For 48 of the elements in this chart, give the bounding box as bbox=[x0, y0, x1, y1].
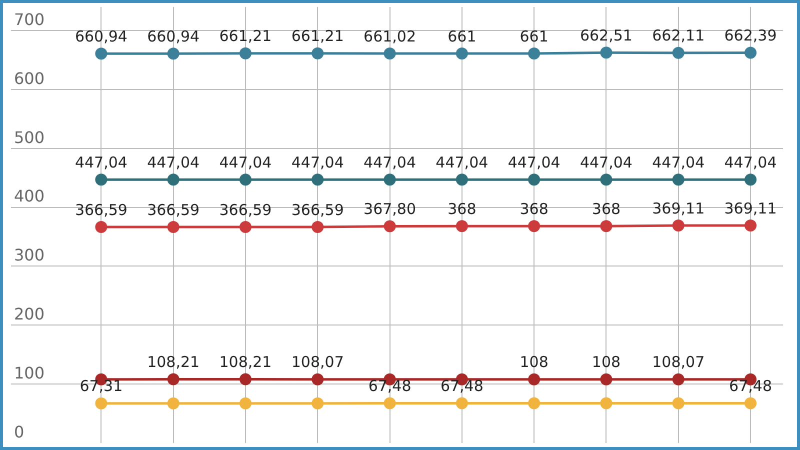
data-label: 366,59 bbox=[147, 200, 200, 219]
data-label: 108,21 bbox=[219, 352, 272, 371]
data-label: 108,21 bbox=[147, 352, 200, 371]
data-label: 447,04 bbox=[652, 153, 705, 172]
data-label: 661 bbox=[520, 27, 548, 46]
data-label: 366,59 bbox=[74, 200, 128, 219]
data-label: 661 bbox=[448, 27, 476, 46]
data-label: 67,48 bbox=[368, 376, 412, 395]
data-label: 447,04 bbox=[580, 153, 632, 172]
data-label: 447,04 bbox=[436, 153, 488, 172]
data-label: 366,59 bbox=[219, 200, 272, 219]
data-label: 447,04 bbox=[724, 153, 777, 172]
y-tick-label: 300 bbox=[14, 246, 45, 265]
data-label: 662,51 bbox=[580, 26, 632, 44]
y-tick-label: 700 bbox=[14, 10, 45, 29]
data-label: 661,21 bbox=[291, 27, 344, 46]
data-label: 447,04 bbox=[147, 153, 200, 172]
y-tick-label: 0 bbox=[14, 422, 24, 442]
data-label: 366,59 bbox=[291, 200, 344, 219]
data-label: 447,04 bbox=[508, 153, 560, 172]
data-label: 108,07 bbox=[652, 353, 705, 372]
data-label: 662,39 bbox=[724, 26, 777, 44]
data-label: 108,07 bbox=[291, 353, 344, 372]
data-label: 108 bbox=[592, 353, 621, 372]
data-label: 447,04 bbox=[219, 153, 272, 172]
y-tick-label: 600 bbox=[14, 68, 45, 88]
data-label: 447,04 bbox=[364, 153, 416, 172]
data-label: 369,11 bbox=[724, 199, 777, 218]
data-label: 108 bbox=[520, 353, 548, 372]
data-label: 67,48 bbox=[729, 376, 772, 395]
data-label: 660,94 bbox=[74, 27, 128, 46]
data-label: 368 bbox=[448, 200, 476, 218]
y-tick-label: 400 bbox=[14, 186, 45, 206]
data-label: 447,04 bbox=[74, 153, 128, 172]
data-label: 661,02 bbox=[364, 27, 416, 46]
data-label: 67,31 bbox=[80, 377, 123, 396]
data-label: 447,04 bbox=[291, 153, 344, 172]
y-tick-label: 100 bbox=[14, 363, 45, 382]
data-label: 367,80 bbox=[364, 200, 416, 218]
data-label: 662,11 bbox=[652, 26, 705, 45]
data-label: 661,21 bbox=[219, 27, 272, 46]
y-tick-label: 200 bbox=[14, 304, 45, 324]
data-label: 369,11 bbox=[652, 199, 705, 218]
data-label: 67,48 bbox=[440, 376, 484, 395]
data-label: 368 bbox=[520, 200, 548, 218]
data-label: 368 bbox=[592, 200, 621, 218]
data-label: 660,94 bbox=[147, 27, 200, 46]
y-tick-label: 500 bbox=[14, 128, 45, 147]
